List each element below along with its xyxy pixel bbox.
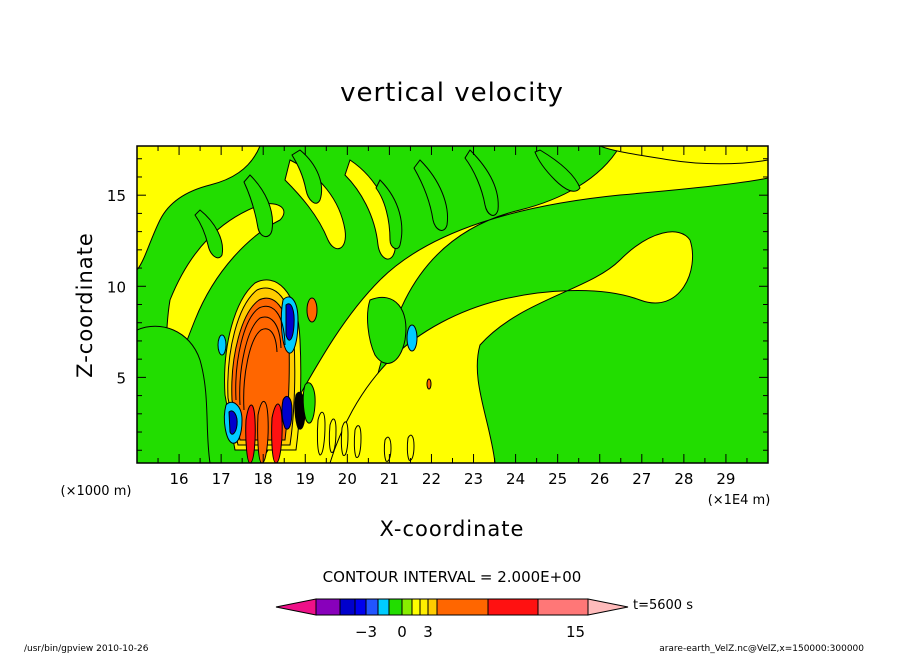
colorbar-label: −3	[355, 623, 377, 641]
colorbar-cell	[411, 598, 421, 616]
x-tick-label: 18	[254, 470, 273, 488]
green-streak-5	[534, 149, 581, 192]
colorbar-cell	[354, 598, 367, 616]
green-streak-2	[291, 149, 323, 204]
x-tick-label: 17	[212, 470, 231, 488]
colorbar-label: 15	[566, 623, 585, 641]
near-ground-oscillations	[245, 401, 415, 463]
orange-blob-small	[306, 297, 318, 323]
x-axis-label: X-coordinate	[380, 517, 525, 541]
contour-line-1	[235, 306, 286, 401]
green-patch-lower-left	[137, 325, 211, 463]
colorbar-cell	[339, 598, 356, 616]
x-tick-label: 19	[296, 470, 315, 488]
colorbar-cell	[315, 598, 341, 616]
x-tick-label: 28	[674, 470, 693, 488]
colorbar-label: 0	[397, 623, 407, 641]
cyan-blob-right	[406, 324, 418, 352]
x-unit-left: (×1000 m)	[61, 484, 132, 499]
small-blobs	[217, 297, 432, 390]
colorbar-left-arrow	[275, 598, 317, 616]
osc-3	[271, 403, 283, 463]
osc-7	[353, 425, 362, 459]
y-tick-label: 5	[116, 369, 126, 387]
contour-line-3	[243, 328, 278, 411]
y-tick-label: 15	[107, 187, 126, 205]
osc-4	[316, 411, 326, 456]
green-streaks	[137, 149, 581, 463]
colorbar-cell	[419, 598, 429, 616]
y-axis-label: Z-coordinate	[73, 232, 97, 378]
osc-9	[383, 436, 392, 462]
green-cell-1	[302, 382, 316, 424]
x-tick-label: 23	[464, 470, 483, 488]
colorbar-cell	[401, 598, 413, 616]
footer-left: /usr/bin/gpview 2010-10-26	[24, 644, 149, 654]
colorbar: −3 0 3 15	[275, 598, 629, 641]
green-streak-6	[194, 209, 224, 259]
osc-1	[245, 404, 256, 463]
cyan-dot-left	[217, 334, 227, 356]
y-axis-ticks: 5 10 15	[107, 158, 768, 451]
x-tick-label: 25	[548, 470, 567, 488]
x-tick-label: 22	[422, 470, 441, 488]
dark-cell-2	[294, 391, 306, 430]
colorbar-cell	[537, 598, 589, 616]
colorbar-cell	[365, 598, 379, 616]
osc-5	[328, 418, 337, 454]
x-tick-label: 20	[338, 470, 357, 488]
green-patch-middle	[367, 296, 407, 364]
contour-line-2	[239, 316, 282, 406]
chart-title: vertical velocity	[340, 78, 564, 108]
x-tick-label: 26	[590, 470, 609, 488]
core-contour-lines	[235, 306, 286, 411]
x-tick-label: 24	[506, 470, 525, 488]
x-axis-ticks: 16 17 18 19 20 21 22 23 24 25 26 27 28 29	[157, 146, 748, 488]
colorbar-cell	[377, 598, 390, 616]
green-streak-3	[413, 159, 449, 231]
green-streak-1	[243, 174, 274, 237]
osc-2	[257, 401, 269, 463]
x-unit-right: (×1E4 m)	[708, 493, 771, 508]
colorbar-cell	[487, 598, 539, 616]
y-tick-label: 10	[107, 278, 126, 296]
osc-8	[406, 434, 415, 461]
orange-dot-small	[426, 378, 432, 390]
green-streak-4	[464, 149, 499, 216]
dark-cell-1	[281, 395, 293, 430]
downdraft-cells	[223, 296, 316, 444]
x-tick-label: 16	[170, 470, 189, 488]
plot-area	[137, 146, 768, 463]
positive-weak-regions	[137, 146, 768, 463]
colorbar-time-label: t=5600 s	[633, 598, 693, 613]
colorbar-cell	[436, 598, 489, 616]
contour-interval-text: CONTOUR INTERVAL = 2.000E+00	[323, 568, 582, 586]
colorbar-cell	[388, 598, 403, 616]
x-tick-label: 27	[632, 470, 651, 488]
footer-right: arare-earth_VelZ.nc@VelZ,x=150000:300000	[659, 644, 864, 654]
yellow-upper-left-region	[137, 146, 261, 271]
osc-6	[340, 421, 349, 457]
yellow-streak-2	[284, 159, 346, 250]
green-streak-7	[375, 179, 403, 250]
blue-cell-upper-inner	[285, 303, 295, 341]
colorbar-cell	[427, 598, 438, 616]
colorbar-label: 3	[423, 623, 433, 641]
x-tick-label: 29	[716, 470, 735, 488]
x-tick-label: 21	[380, 470, 399, 488]
colorbar-right-arrow	[587, 598, 629, 616]
blue-cell-lower-inner	[228, 410, 238, 435]
